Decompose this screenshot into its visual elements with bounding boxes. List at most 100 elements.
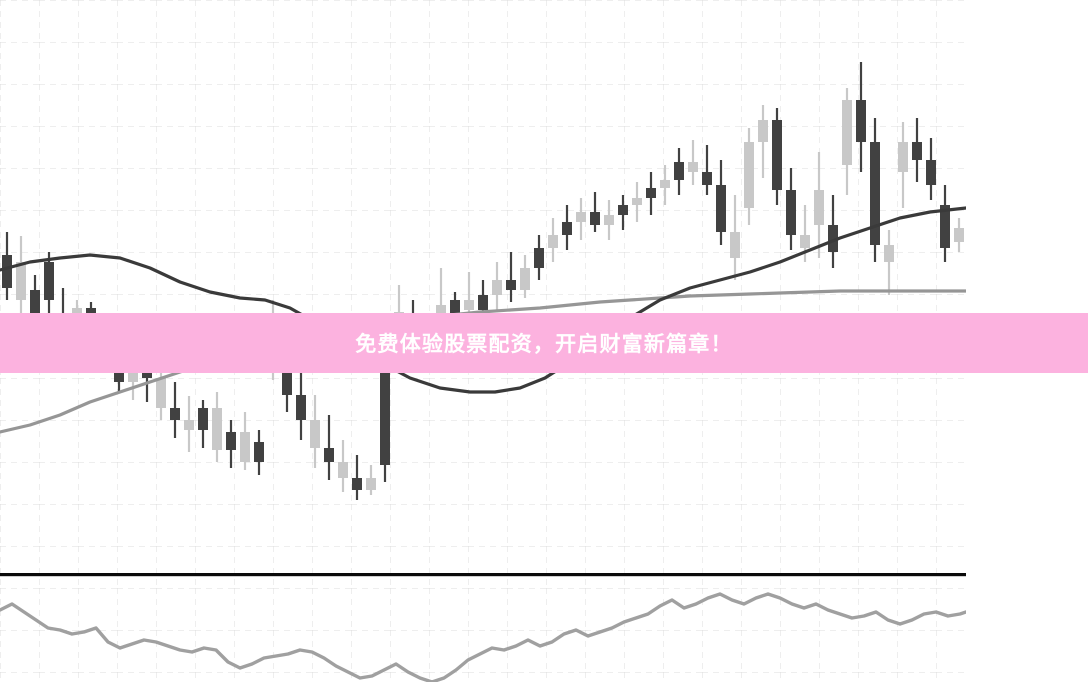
candle-body <box>170 408 180 420</box>
candlestick <box>800 205 810 262</box>
candle-wick <box>887 230 891 295</box>
candle-body <box>282 373 292 395</box>
candlestick <box>310 395 320 468</box>
candle-wick <box>803 205 807 262</box>
indicator-oscillator-line <box>0 592 966 682</box>
candle-wick <box>397 285 401 313</box>
candle-body <box>576 212 586 222</box>
candle-body <box>254 442 264 462</box>
candlestick <box>898 122 908 208</box>
candlestick <box>520 255 530 298</box>
candlestick <box>380 373 390 482</box>
candle-body <box>352 478 362 490</box>
candle-body <box>506 280 516 290</box>
candle-body <box>884 245 894 262</box>
candle-wick <box>145 373 149 402</box>
candle-body <box>562 222 572 235</box>
candlestick <box>114 373 124 392</box>
candle-body <box>786 190 796 235</box>
candlestick <box>716 160 726 245</box>
candle-body <box>380 373 390 465</box>
candle-wick <box>467 272 471 313</box>
candlestick <box>842 88 852 195</box>
candle-body <box>618 205 628 215</box>
candlestick <box>660 165 670 205</box>
candlestick <box>411 300 415 313</box>
candlestick <box>478 280 488 313</box>
candle-body <box>800 235 810 248</box>
candle-wick <box>705 145 709 195</box>
candle-wick <box>75 300 79 313</box>
candle-body <box>212 408 222 450</box>
candlestick <box>912 118 922 182</box>
candle-body <box>492 280 502 295</box>
candle-wick <box>355 455 359 500</box>
candlestick <box>884 230 894 295</box>
candle-body <box>324 448 334 462</box>
candle-body <box>828 225 838 252</box>
candle-body <box>716 185 726 232</box>
candle-body <box>520 268 530 290</box>
candle-body <box>898 142 908 172</box>
candlestick <box>271 300 275 313</box>
candle-body <box>86 308 96 313</box>
candle-body <box>464 300 474 310</box>
candlestick <box>16 236 26 313</box>
candlestick <box>61 288 65 313</box>
candlestick <box>352 455 362 500</box>
candlestick <box>170 382 180 438</box>
candle-body <box>366 478 376 490</box>
candlestick <box>730 195 740 280</box>
candlestick <box>226 420 236 468</box>
candle-body <box>674 162 684 180</box>
candlestick <box>590 192 600 232</box>
candle-body <box>44 262 54 300</box>
candle-body <box>72 308 82 313</box>
candle-body <box>296 395 306 420</box>
candlestick <box>940 185 950 262</box>
candlestick <box>576 198 586 240</box>
candlestick <box>2 232 12 300</box>
candle-body <box>156 378 166 408</box>
candle-wick <box>271 373 275 380</box>
candlestick <box>772 108 782 205</box>
candle-body <box>604 215 614 225</box>
candle-body <box>702 172 712 185</box>
candlestick <box>366 465 376 495</box>
candlestick <box>282 373 292 412</box>
candlestick <box>856 62 866 172</box>
promo-banner-text: 免费体验股票配资，开启财富新篇章！ <box>355 332 733 356</box>
candle-wick <box>439 268 443 313</box>
candle-body <box>590 212 600 225</box>
candle-body <box>646 188 656 198</box>
candle-body <box>30 290 40 313</box>
candle-wick <box>509 252 513 302</box>
moving-average-fast-line <box>0 206 966 394</box>
candle-wick <box>271 300 275 313</box>
candle-body <box>744 142 754 208</box>
promo-banner[interactable]: 免费体验股票配资，开启财富新篇章！ <box>0 313 1088 373</box>
candle-body <box>842 100 852 165</box>
candle-wick <box>61 288 65 313</box>
candle-body <box>16 262 26 300</box>
candle-body <box>450 300 460 313</box>
candlestick <box>618 195 628 230</box>
candlestick <box>30 275 40 313</box>
candle-body <box>142 373 152 378</box>
candle-body <box>240 432 250 462</box>
candlestick <box>86 302 96 313</box>
candle-body <box>940 205 950 248</box>
candlestick <box>688 140 698 185</box>
candlestick <box>72 300 82 313</box>
panel-separator-line <box>0 573 966 577</box>
candlestick <box>828 195 838 268</box>
candle-body <box>856 100 866 142</box>
candlestick <box>534 235 544 280</box>
candlestick <box>758 105 768 178</box>
candlestick <box>338 440 348 492</box>
candlestick <box>198 400 208 448</box>
candle-body <box>814 190 824 225</box>
candle-body <box>478 295 488 310</box>
candle-body <box>338 462 348 478</box>
